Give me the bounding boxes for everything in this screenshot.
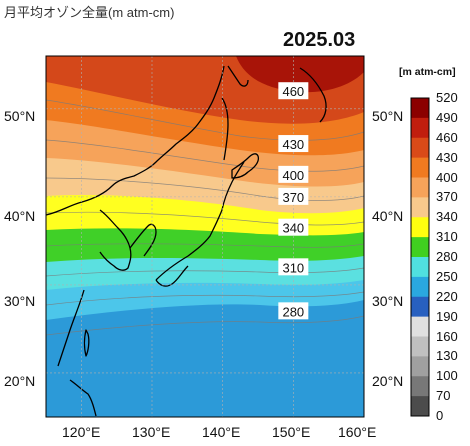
colorbar-tick-460: 460 (436, 129, 458, 145)
colorbar-tick-340: 340 (436, 209, 458, 225)
band-490 (236, 56, 364, 93)
colorbar-tick-190: 190 (436, 308, 458, 324)
colorbar-swatch-370-400 (411, 177, 429, 198)
colorbar-swatch-250-280 (411, 257, 429, 278)
lon-label-160e: 160°E (338, 424, 377, 440)
lon-label-120e: 120°E (62, 424, 101, 440)
contour-label-box (278, 218, 309, 236)
contour-labels: 460 430 400 370 340 310 280 (278, 82, 309, 320)
colorbar-tick-250: 250 (436, 268, 458, 284)
colorbar-swatch-220-250 (411, 276, 429, 298)
colorbar-tick-370: 370 (436, 189, 458, 205)
colorbar-swatch-100-130 (411, 356, 429, 377)
lon-label-150e: 150°E (272, 424, 311, 440)
colorbar-swatch-430-460 (411, 137, 429, 159)
colorbar-swatch-340-370 (411, 197, 429, 218)
lat-label-left-40n: 40°N (4, 208, 36, 224)
colorbar-swatch-190-220 (411, 296, 429, 318)
contour-label-text: 280 (282, 304, 304, 319)
contour-label-box (278, 165, 309, 183)
colorbar (410, 97, 430, 417)
colorbar-frame (410, 97, 430, 417)
colorbar-tick-490: 490 (436, 109, 458, 125)
colorbar-tick-310: 310 (436, 229, 458, 245)
lat-label-left-20n: 20°N (4, 373, 36, 389)
contour-label-400: 400 (278, 165, 309, 183)
colorbar-unit: [m atm-cm] (399, 66, 456, 78)
lat-label-left-50n: 50°N (4, 108, 36, 124)
colorbar-tick-70: 70 (436, 388, 451, 404)
colorbar-swatch-70-100 (411, 376, 429, 397)
page-title: 月平均オゾン全量(m atm-cm) (4, 5, 175, 20)
map-date-label: 2025.03 (283, 29, 356, 51)
contour-label-370: 370 (278, 187, 309, 205)
lon-label-140e: 140°E (202, 424, 241, 440)
lat-label-left-30n: 30°N (4, 293, 36, 309)
lat-label-right-20n: 20°N (372, 373, 404, 389)
colorbar-tick-220: 220 (436, 288, 458, 304)
ozone-field (46, 56, 364, 417)
contour-label-box (278, 187, 309, 205)
colorbar-swatch-310-340 (411, 217, 429, 238)
contour-label-text: 370 (282, 190, 304, 205)
map-frame (45, 55, 365, 418)
contour-label-text: 340 (282, 221, 304, 236)
colorbar-tick-430: 430 (436, 149, 458, 165)
contour-label-text: 400 (282, 168, 304, 183)
colorbar-swatch-130-160 (411, 336, 429, 357)
contour-label-430: 430 (278, 135, 309, 153)
contour-label-box (278, 135, 309, 153)
contour-label-box (278, 82, 309, 100)
colorbar-swatch-490-520 (411, 98, 429, 119)
colorbar-swatch-0-70 (411, 396, 429, 417)
colorbar-tick-130: 130 (436, 348, 458, 364)
contour-label-text: 310 (282, 260, 304, 275)
colorbar-tick-160: 160 (436, 328, 458, 344)
lat-label-right-40n: 40°N (372, 208, 404, 224)
colorbar-swatch-160-190 (411, 316, 429, 337)
contour-label-280: 280 (278, 302, 309, 320)
colorbar-tick-100: 100 (436, 368, 458, 384)
contour-label-box (278, 258, 309, 276)
contour-label-340: 340 (278, 218, 309, 236)
contour-lines (46, 99, 364, 336)
contour-label-text: 460 (282, 84, 304, 99)
colorbar-tick-0: 0 (436, 408, 444, 423)
colorbar-swatch-460-490 (411, 117, 429, 139)
colorbar-tick-280: 280 (436, 249, 458, 264)
colorbar-tick-400: 400 (436, 169, 458, 185)
contour-label-460: 460 (278, 82, 309, 100)
contour-label-box (278, 302, 309, 320)
colorbar-tick-520: 520 (436, 90, 458, 105)
lat-label-right-30n: 30°N (372, 293, 404, 309)
lat-label-right-50n: 50°N (372, 108, 404, 124)
colorbar-swatch-400-430 (411, 157, 429, 178)
lon-label-130e: 130°E (132, 424, 171, 440)
colorbar-swatch-280-310 (411, 237, 429, 258)
grid-lines (46, 56, 364, 417)
contour-label-310: 310 (278, 258, 309, 276)
contour-label-text: 430 (282, 137, 304, 152)
